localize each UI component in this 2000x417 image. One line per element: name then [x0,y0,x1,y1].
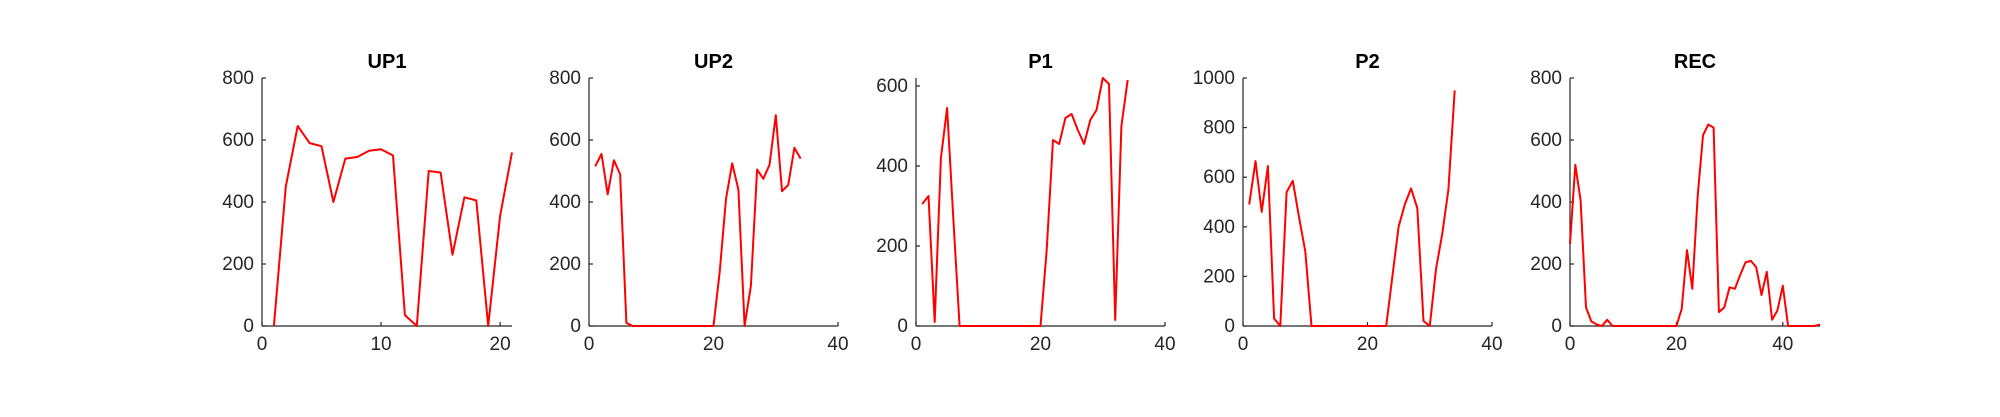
y-tick-label: 0 [897,316,908,337]
x-tick-label: 0 [257,334,268,355]
y-tick-label: 400 [222,192,254,213]
x-tick-label: 0 [1238,334,1249,355]
x-tick-label: 0 [911,334,922,355]
chart-panel-p2: P2 0 200 400 600 800 1000 0 20 40 [1193,51,1503,355]
y-tick-label: 600 [1203,167,1235,188]
y-tick-label: 400 [549,192,581,213]
y-tick-label: 200 [876,236,908,257]
data-line [921,77,1129,327]
chart-panel-up1: UP1 0 200 400 600 800 0 10 20 [222,51,513,355]
x-tick-label: 0 [1565,334,1576,355]
y-tick-label: 400 [1530,192,1562,213]
x-tick-label: 40 [1481,334,1502,355]
chart-title: P2 [1355,51,1379,73]
y-tick-label: 0 [1224,316,1235,337]
y-tick-label: 1000 [1193,68,1235,89]
y-tick-label: 200 [1530,254,1562,275]
data-line [594,114,802,327]
y-tick-label: 400 [876,156,908,177]
chart-title: UP2 [694,51,733,73]
y-tick-label: 600 [549,130,581,151]
y-tick-label: 600 [876,76,908,97]
x-tick-label: 20 [490,334,511,355]
x-tick-label: 40 [827,334,848,355]
y-tick-label: 200 [549,254,581,275]
data-line [1248,90,1456,327]
x-tick-label: 10 [370,334,391,355]
x-tick-label: 0 [584,334,595,355]
chart-title: UP1 [368,51,407,73]
y-tick-label: 200 [1203,266,1235,287]
chart-panel-p1: P1 0 200 400 600 0 20 40 [876,51,1175,355]
data-line [1569,123,1821,327]
y-tick-label: 800 [1203,118,1235,139]
data-line [272,125,513,327]
chart-panel-rec: REC 0 200 400 600 800 0 20 40 [1530,51,1821,355]
x-tick-label: 20 [703,334,724,355]
chart-title: REC [1674,51,1716,73]
x-tick-label: 20 [1357,334,1378,355]
y-tick-label: 800 [1530,68,1562,89]
x-tick-label: 20 [1030,334,1051,355]
x-tick-label: 20 [1666,334,1687,355]
chart-title: P1 [1028,51,1052,73]
y-tick-label: 0 [243,316,254,337]
x-tick-label: 40 [1772,334,1793,355]
y-tick-label: 800 [222,68,254,89]
y-tick-label: 400 [1203,217,1235,238]
chart-panel-up2: UP2 0 200 400 600 800 0 20 40 [549,51,848,355]
y-tick-label: 600 [1530,130,1562,151]
y-tick-label: 0 [570,316,581,337]
y-tick-label: 200 [222,254,254,275]
x-tick-label: 40 [1154,334,1175,355]
y-tick-label: 0 [1551,316,1562,337]
y-tick-label: 800 [549,68,581,89]
y-tick-label: 600 [222,130,254,151]
